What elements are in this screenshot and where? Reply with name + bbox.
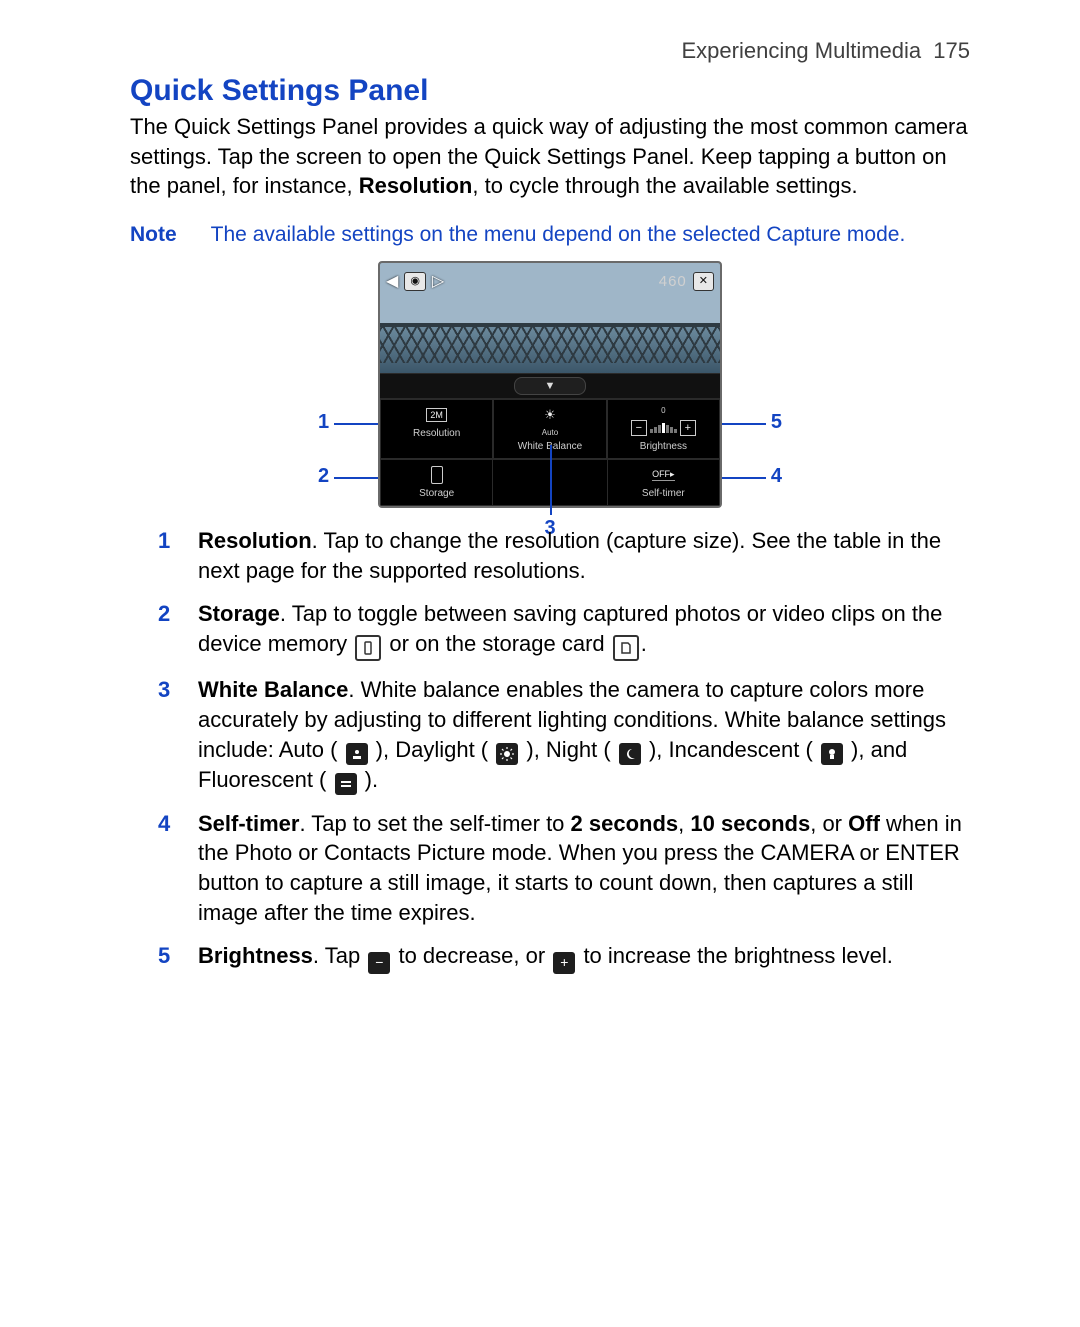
self-timer-label: Self-timer [642,488,685,499]
device-memory-icon [355,635,381,661]
note-text: The available settings on the menu depen… [211,223,906,247]
figure: ◀ ◉ ▷ 460 ✕ ▼ 2M Re [320,261,780,508]
white-balance-icon: ☀ [544,406,556,424]
lead-5 [722,423,766,425]
brightness-icon: − + [631,419,696,437]
resolution-label: Resolution [413,428,460,439]
wb-auto-icon [346,743,368,765]
collapse-row: ▼ [380,373,720,399]
lead-3 [550,445,552,515]
lead-2 [334,477,378,479]
plus-icon: + [553,952,575,974]
intro-post: , to cycle through the available setting… [472,173,857,198]
page-number: 175 [933,38,970,63]
term-storage: Storage [198,601,280,626]
section-title: Quick Settings Panel [130,74,970,108]
callout-2: 2 [318,465,329,488]
intro-paragraph: The Quick Settings Panel provides a quic… [130,112,970,201]
callout-1: 1 [318,411,329,434]
page: Experiencing Multimedia 175 Quick Settin… [0,0,1080,1327]
term-resolution: Resolution [198,528,312,553]
item-self-timer: Self-timer. Tap to set the self-timer to… [158,809,970,928]
next-mode-icon: ▷ [432,271,444,291]
wb-night-icon [619,743,641,765]
wb-fluorescent-icon [335,773,357,795]
note-label: Note [130,223,177,247]
brightness-cell: 0 − + Brightness [607,399,720,459]
close-icon: ✕ [693,272,714,291]
callout-4: 4 [771,465,782,488]
brightness-plus-icon: + [680,420,696,436]
running-header: Experiencing Multimedia 175 [130,38,970,64]
wb-incandescent-icon [821,743,843,765]
camera-mode-icon: ◉ [404,272,426,291]
lead-4 [722,477,766,479]
storage-card-icon [613,635,639,661]
preview-topbar: ◀ ◉ ▷ 460 ✕ [386,269,714,293]
storage-label: Storage [419,488,454,499]
self-timer-cell: OFF▸ Self-timer [607,459,720,506]
minus-icon: − [368,952,390,974]
lead-1 [334,423,378,425]
camera-preview: ◀ ◉ ▷ 460 ✕ [380,263,720,373]
brightness-label: Brightness [640,441,687,452]
remaining-count: 460 [659,273,687,290]
callout-5: 5 [771,411,782,434]
bridge-image [380,323,720,363]
storage-cell: Storage [380,459,493,506]
term-white-balance: White Balance [198,677,348,702]
brightness-scale [650,423,677,433]
prev-mode-icon: ◀ [386,271,398,291]
item-resolution: Resolution. Tap to change the resolution… [158,526,970,585]
item-brightness: Brightness. Tap − to decrease, or + to i… [158,941,970,973]
term-brightness: Brightness [198,943,313,968]
item-white-balance: White Balance. White balance enables the… [158,675,970,794]
topbar-right: 460 ✕ [659,272,714,291]
chapter-title: Experiencing Multimedia [681,38,921,63]
collapse-icon: ▼ [514,377,586,395]
self-timer-icon: OFF▸ [652,466,675,484]
topbar-left: ◀ ◉ ▷ [386,271,444,291]
intro-bold: Resolution [359,173,473,198]
definitions-list: Resolution. Tap to change the resolution… [158,526,970,974]
resolution-cell: 2M Resolution [380,399,493,459]
item-storage: Storage. Tap to toggle between saving ca… [158,599,970,661]
resolution-icon: 2M [426,406,447,424]
term-self-timer: Self-timer [198,811,299,836]
brightness-minus-icon: − [631,420,647,436]
note-block: Note The available settings on the menu … [130,223,970,247]
wb-daylight-icon [496,743,518,765]
storage-icon [431,466,443,484]
